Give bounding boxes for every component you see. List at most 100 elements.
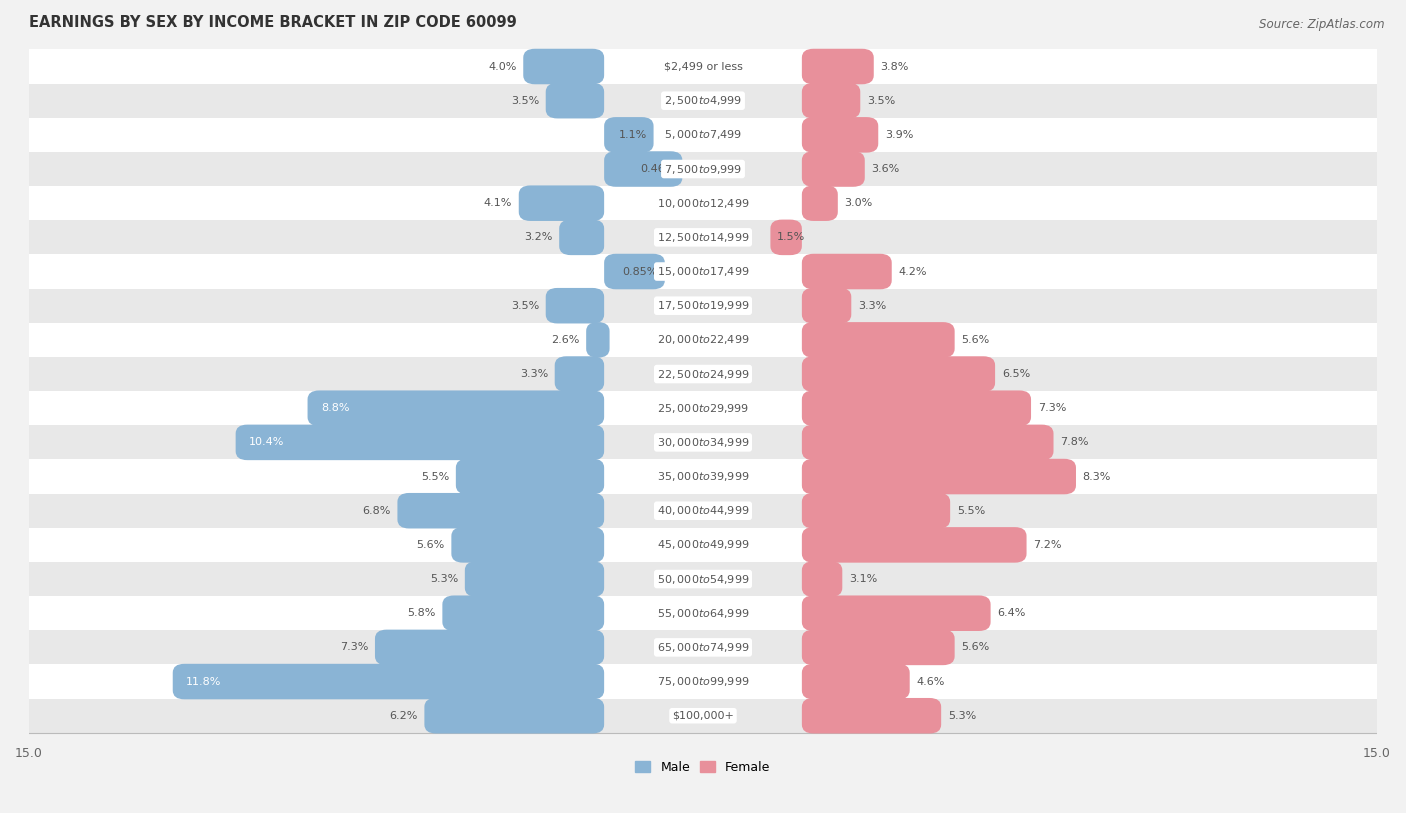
Text: 3.0%: 3.0% [845,198,873,208]
Text: 7.2%: 7.2% [1033,540,1062,550]
Text: $22,500 to $24,999: $22,500 to $24,999 [657,367,749,380]
Text: 11.8%: 11.8% [186,676,222,686]
Text: 4.6%: 4.6% [917,676,945,686]
Bar [30,528,1376,562]
Text: $40,000 to $44,999: $40,000 to $44,999 [657,504,749,517]
FancyBboxPatch shape [560,220,605,255]
FancyBboxPatch shape [236,424,605,460]
Text: 0.85%: 0.85% [623,267,658,276]
Text: 3.9%: 3.9% [884,130,914,140]
Text: 2.6%: 2.6% [551,335,579,345]
FancyBboxPatch shape [801,527,1026,563]
Text: $65,000 to $74,999: $65,000 to $74,999 [657,641,749,654]
Text: $55,000 to $64,999: $55,000 to $64,999 [657,606,749,620]
Text: $35,000 to $39,999: $35,000 to $39,999 [657,470,749,483]
Text: 5.3%: 5.3% [430,574,458,584]
Bar [30,630,1376,664]
Text: 8.3%: 8.3% [1083,472,1111,481]
Bar [30,254,1376,289]
FancyBboxPatch shape [801,390,1031,426]
Text: 3.5%: 3.5% [510,96,538,106]
FancyBboxPatch shape [801,459,1076,494]
Text: 7.3%: 7.3% [340,642,368,652]
FancyBboxPatch shape [523,49,605,85]
Text: $5,000 to $7,499: $5,000 to $7,499 [664,128,742,141]
FancyBboxPatch shape [605,117,654,153]
Text: 6.8%: 6.8% [363,506,391,515]
FancyBboxPatch shape [456,459,605,494]
Text: 6.2%: 6.2% [389,711,418,721]
Text: $75,000 to $99,999: $75,000 to $99,999 [657,675,749,688]
Text: 5.6%: 5.6% [416,540,444,550]
Bar [30,220,1376,254]
FancyBboxPatch shape [801,288,851,324]
FancyBboxPatch shape [173,663,605,699]
Bar [30,493,1376,528]
Text: 3.8%: 3.8% [880,62,908,72]
FancyBboxPatch shape [519,185,605,221]
Legend: Male, Female: Male, Female [636,761,770,774]
FancyBboxPatch shape [801,49,873,85]
Text: 7.3%: 7.3% [1038,403,1066,413]
Text: 6.4%: 6.4% [997,608,1026,618]
FancyBboxPatch shape [546,288,605,324]
Text: 3.5%: 3.5% [510,301,538,311]
Text: $10,000 to $12,499: $10,000 to $12,499 [657,197,749,210]
Text: 4.0%: 4.0% [488,62,516,72]
Text: $20,000 to $22,499: $20,000 to $22,499 [657,333,749,346]
Text: 10.4%: 10.4% [249,437,284,447]
Text: 6.5%: 6.5% [1002,369,1031,379]
FancyBboxPatch shape [605,254,665,289]
Bar [30,391,1376,425]
Bar [30,118,1376,152]
Text: 3.2%: 3.2% [524,233,553,242]
Bar [30,459,1376,493]
Bar [30,698,1376,733]
FancyBboxPatch shape [425,698,605,733]
FancyBboxPatch shape [801,424,1053,460]
Text: $25,000 to $29,999: $25,000 to $29,999 [657,402,749,415]
Bar [30,50,1376,84]
FancyBboxPatch shape [801,322,955,358]
FancyBboxPatch shape [770,220,801,255]
Text: $2,500 to $4,999: $2,500 to $4,999 [664,94,742,107]
FancyBboxPatch shape [801,561,842,597]
Text: 1.5%: 1.5% [778,233,806,242]
FancyBboxPatch shape [801,698,941,733]
Text: 7.8%: 7.8% [1060,437,1088,447]
Text: 5.3%: 5.3% [948,711,976,721]
FancyBboxPatch shape [801,83,860,119]
FancyBboxPatch shape [398,493,605,528]
FancyBboxPatch shape [465,561,605,597]
Bar [30,425,1376,459]
FancyBboxPatch shape [605,151,682,187]
Text: $12,500 to $14,999: $12,500 to $14,999 [657,231,749,244]
FancyBboxPatch shape [546,83,605,119]
Bar [30,357,1376,391]
Bar [30,84,1376,118]
FancyBboxPatch shape [801,117,879,153]
Text: 5.5%: 5.5% [957,506,986,515]
Bar [30,664,1376,698]
Text: EARNINGS BY SEX BY INCOME BRACKET IN ZIP CODE 60099: EARNINGS BY SEX BY INCOME BRACKET IN ZIP… [30,15,516,30]
FancyBboxPatch shape [586,322,610,358]
Text: 5.6%: 5.6% [962,642,990,652]
Text: 5.5%: 5.5% [420,472,449,481]
Text: Source: ZipAtlas.com: Source: ZipAtlas.com [1260,18,1385,31]
Text: $15,000 to $17,499: $15,000 to $17,499 [657,265,749,278]
Text: $100,000+: $100,000+ [672,711,734,721]
FancyBboxPatch shape [801,151,865,187]
FancyBboxPatch shape [801,493,950,528]
Bar [30,186,1376,220]
FancyBboxPatch shape [443,595,605,631]
Text: 1.1%: 1.1% [619,130,647,140]
Text: 4.1%: 4.1% [484,198,512,208]
Text: $45,000 to $49,999: $45,000 to $49,999 [657,538,749,551]
FancyBboxPatch shape [801,629,955,665]
Text: $50,000 to $54,999: $50,000 to $54,999 [657,572,749,585]
Text: 5.6%: 5.6% [962,335,990,345]
FancyBboxPatch shape [451,527,605,563]
Text: 3.1%: 3.1% [849,574,877,584]
Text: 3.3%: 3.3% [858,301,886,311]
Text: $30,000 to $34,999: $30,000 to $34,999 [657,436,749,449]
